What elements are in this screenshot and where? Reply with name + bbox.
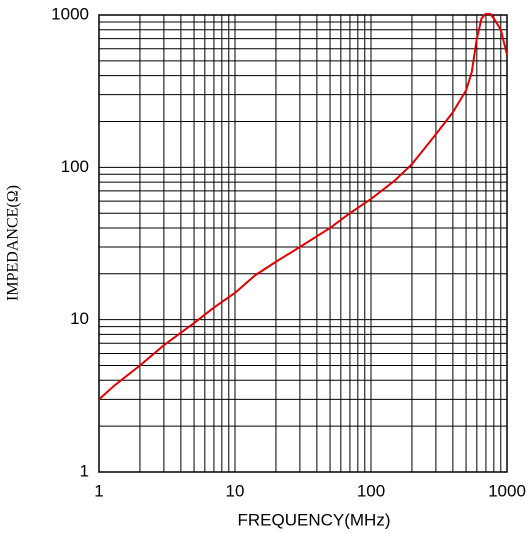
y-tick-label: 1000 xyxy=(51,4,89,23)
y-tick-label: 10 xyxy=(70,309,89,328)
x-axis-title: FREQUENCY(MHz) xyxy=(238,510,391,529)
y-tick-label: 1 xyxy=(80,461,89,480)
line xyxy=(99,13,508,401)
plot-frame xyxy=(98,14,508,473)
y-tick-label: 100 xyxy=(61,157,89,176)
y-axis-title: IMPEDANCE(Ω) xyxy=(5,185,22,301)
x-tick-label: 1000 xyxy=(488,481,526,500)
x-tick-label: 1 xyxy=(94,481,103,500)
x-tick-label: 100 xyxy=(357,481,385,500)
x-tick-label: 10 xyxy=(226,481,245,500)
